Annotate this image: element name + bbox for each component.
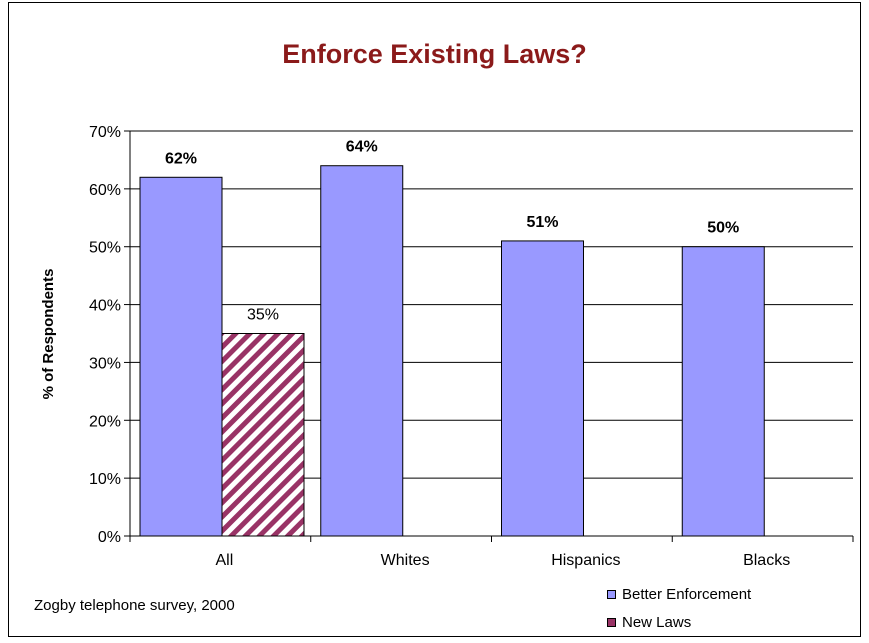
bar-better-enforcement-blacks [681,246,765,537]
source-note: Zogby telephone survey, 2000 [34,597,235,614]
y-tick-label: 10% [89,471,121,488]
y-tick-label: 70% [89,124,121,141]
legend-swatch-new-laws [607,617,616,627]
legend-item-better-enforcement: Better Enforcement [607,580,751,608]
y-tick-label: 40% [89,298,121,315]
bar-better-enforcement-hispanics [501,240,584,537]
bar-better-enforcement-all [139,176,223,537]
x-tick-label-whites: Whites [381,552,430,569]
y-axis-label: % of Respondents [40,269,57,400]
x-tick-label-all: All [215,552,233,569]
legend-item-new-laws: New Laws [607,608,751,636]
legend: Better Enforcement New Laws [607,580,751,636]
y-tick-label: 60% [89,182,121,199]
x-tick-label-hispanics: Hispanics [551,552,620,569]
legend-swatch-better-enforcement [607,589,616,599]
y-tick-label: 30% [89,355,121,372]
bar-better-enforcement-whites [320,165,404,537]
y-tick-label: 0% [98,529,121,546]
legend-label-new-laws: New Laws [622,613,692,631]
data-label-better-enforcement-hispanics: 51% [526,214,558,231]
y-tick-label: 50% [89,240,121,257]
bar-new-laws-all [221,333,305,537]
data-label-better-enforcement-blacks: 50% [707,220,739,237]
data-label-better-enforcement-all: 62% [165,150,197,167]
legend-label-better-enforcement: Better Enforcement [622,585,752,603]
data-label-better-enforcement-whites: 64% [346,139,378,156]
x-tick-label-blacks: Blacks [743,552,790,569]
data-label-new-laws-all: 35% [247,307,279,324]
y-tick-label: 20% [89,413,121,430]
chart-title: Enforce Existing Laws? [282,39,587,69]
